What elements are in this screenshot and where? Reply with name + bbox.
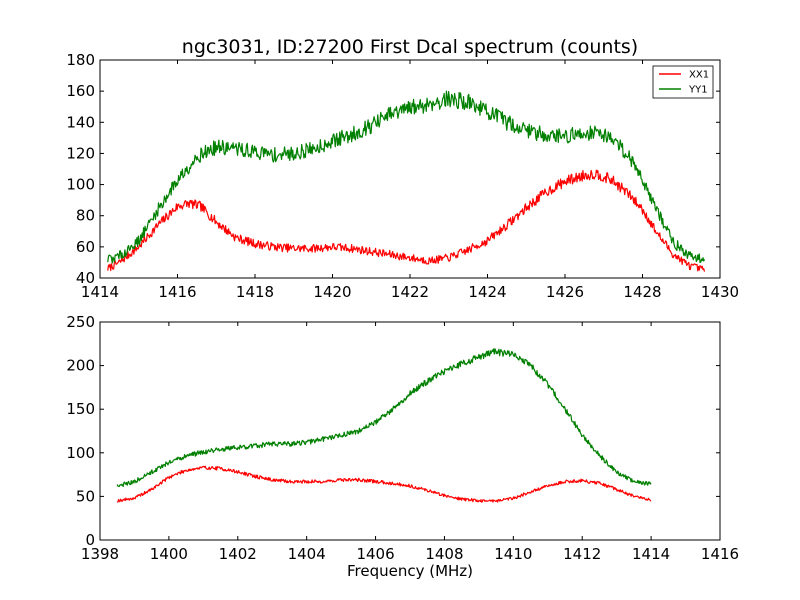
x-tick-label: 1426 <box>546 283 584 301</box>
series-line-xx1 <box>107 169 706 272</box>
x-tick-label: 1414 <box>632 545 670 563</box>
x-tick-label: 1414 <box>81 283 119 301</box>
series-line-green <box>116 348 652 488</box>
x-tick-label: 1398 <box>81 545 119 563</box>
x-tick-label: 1402 <box>219 545 257 563</box>
legend-label-xx1: XX1 <box>689 70 709 81</box>
y-tick-label: 250 <box>66 313 95 331</box>
x-tick-label: 1424 <box>468 283 506 301</box>
bottom-panel-frame <box>99 321 721 541</box>
x-tick-label: 1428 <box>623 283 661 301</box>
x-tick-label: 1416 <box>158 283 196 301</box>
x-tick-label: 1406 <box>356 545 394 563</box>
y-tick-label: 100 <box>66 444 95 462</box>
y-tick-label: 80 <box>76 207 95 225</box>
top-spectrum-panel: 1414 1416 1418 1420 1422 1424 1426 1428 1430 40 60… <box>66 51 739 301</box>
y-tick-label: 60 <box>76 238 95 256</box>
chart-title: ngc3031, ID:27200 First Dcal spectrum (c… <box>182 36 638 58</box>
bottom-panel-ticks: 1398 1400 1402 1404 1406 1408 1410 1412 1414 1416… <box>66 313 739 563</box>
y-tick-label: 180 <box>66 51 95 69</box>
top-panel-ticks: 1414 1416 1418 1420 1422 1424 1426 1428 1430 40 60… <box>66 51 739 301</box>
top-panel-frame <box>99 59 721 279</box>
x-axis-label: Frequency (MHz) <box>347 562 473 580</box>
x-tick-label: 1422 <box>391 283 429 301</box>
y-tick-label: 120 <box>66 144 95 162</box>
x-tick-label: 1418 <box>236 283 274 301</box>
x-tick-label: 1408 <box>425 545 463 563</box>
y-tick-label: 200 <box>66 357 95 375</box>
x-tick-label: 1412 <box>563 545 601 563</box>
series-line-yy1 <box>107 90 706 264</box>
x-tick-label: 1416 <box>701 545 739 563</box>
bottom-spectrum-panel: 1398 1400 1402 1404 1406 1408 1410 1412 1414 1416… <box>66 313 739 563</box>
y-tick-label: 140 <box>66 113 95 131</box>
top-panel-series <box>107 90 706 272</box>
y-tick-label: 40 <box>76 269 95 287</box>
legend: XX1 YY1 <box>652 65 714 99</box>
x-tick-label: 1400 <box>150 545 188 563</box>
y-tick-label: 150 <box>66 400 95 418</box>
x-tick-label: 1430 <box>701 283 739 301</box>
x-tick-label: 1410 <box>494 545 532 563</box>
x-tick-label: 1404 <box>288 545 326 563</box>
y-tick-label: 160 <box>66 82 95 100</box>
legend-box <box>652 65 714 99</box>
x-tick-label: 1420 <box>313 283 351 301</box>
y-tick-label: 100 <box>66 176 95 194</box>
legend-label-yy1: YY1 <box>688 85 708 96</box>
bottom-panel-series <box>116 348 652 503</box>
y-tick-label: 50 <box>76 487 95 505</box>
y-tick-label: 0 <box>85 531 95 549</box>
series-line-red <box>116 465 652 503</box>
